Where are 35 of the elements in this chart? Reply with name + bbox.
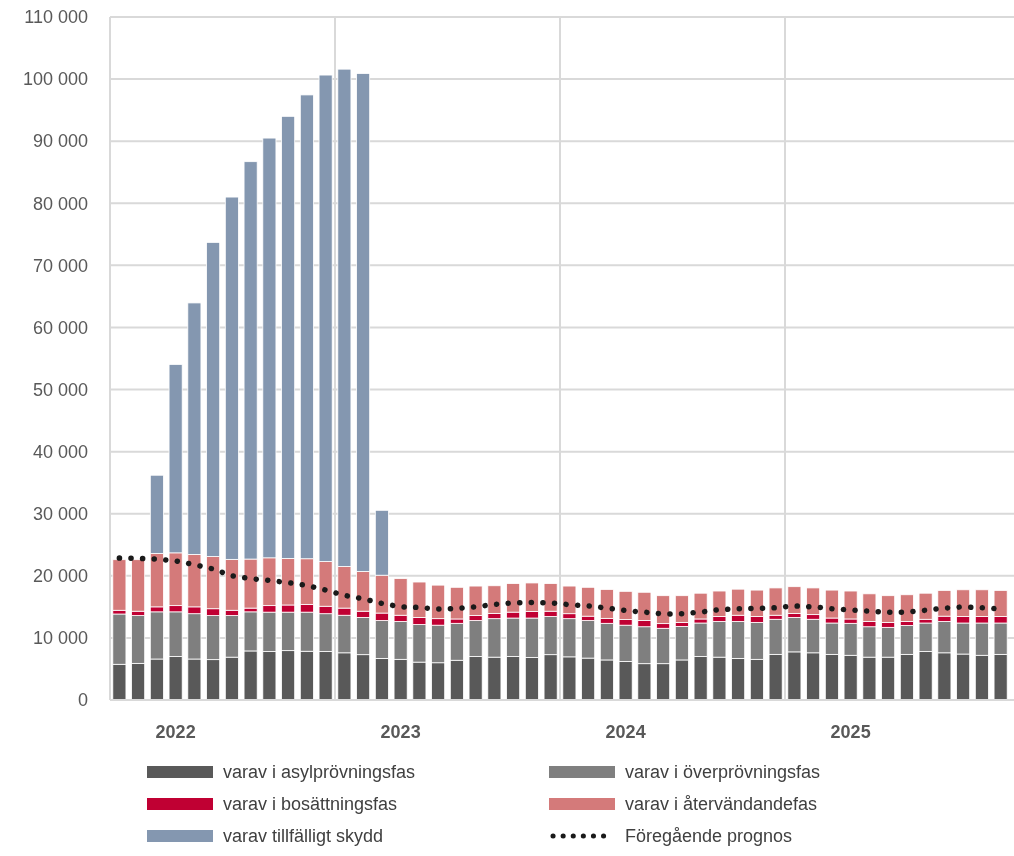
y-tick-label: 30 000 [32,504,88,525]
y-tick-label: 0 [77,690,88,711]
bar [656,595,671,625]
legend-label: varav i asylprövningsfas [223,762,416,783]
bar [787,586,802,614]
bar [918,592,933,620]
y-tick-label: 20 000 [32,566,88,587]
bar [581,586,596,617]
legend-label: varav i överprövningsfas [625,762,821,783]
y-tick-label: 70 000 [32,255,88,276]
bar [562,585,577,615]
bar [768,587,783,616]
y-tick-label: 100 000 [22,69,88,90]
bar [112,559,127,611]
y-tick-label: 110 000 [24,7,88,28]
y-tick-label: 90 000 [32,131,88,152]
x-tick-label: 2025 [830,722,871,742]
legend-label: varav i återvändandefas [625,794,818,815]
x-tick-label: 2024 [605,722,646,742]
bar [843,590,858,620]
x-tick-label: 2023 [380,722,421,742]
legend-label: varav tillfälligt skydd [223,826,384,847]
y-tick-label: 10 000 [32,628,88,649]
bar [674,595,689,623]
legend-label: varav i bosättningsfas [223,794,398,815]
y-tick-label: 80 000 [32,193,88,214]
bar [806,587,821,616]
x-tick-label: 2022 [155,722,196,742]
legend-label: Föregående prognos [625,826,793,847]
bar [693,592,708,620]
y-tick-label: 40 000 [32,441,88,462]
y-tick-label: 50 000 [32,379,88,400]
bar [131,559,146,612]
bar [449,586,464,620]
y-tick-label: 60 000 [32,317,88,338]
